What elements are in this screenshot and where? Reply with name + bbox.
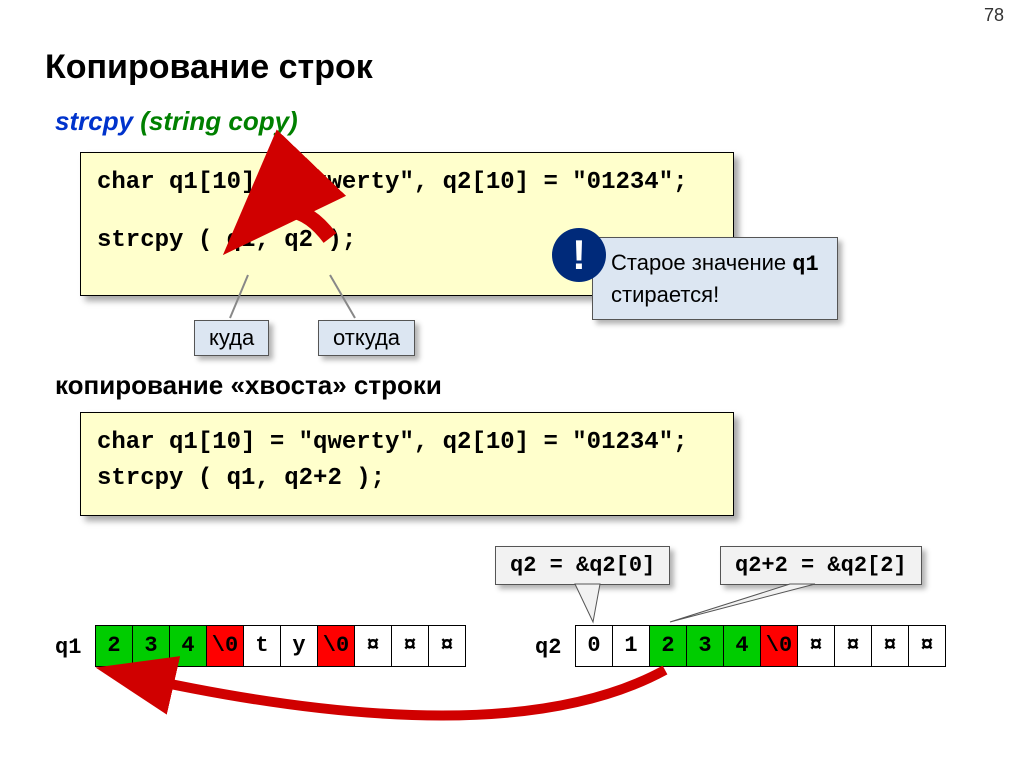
array-cell: ¤: [392, 626, 429, 666]
array-cell: t: [244, 626, 281, 666]
code-line: char q1[10] = "qwerty", q2[10] = "01234"…: [97, 425, 717, 461]
fn-comment: (string copy): [133, 106, 298, 136]
array-cell: \0: [207, 626, 244, 666]
callout-q2plus2: q2+2 = &q2[2]: [720, 546, 922, 585]
note-text: стирается!: [611, 282, 719, 307]
array-cell: ¤: [355, 626, 392, 666]
fn-name: strcpy: [55, 106, 133, 136]
array-cell: 4: [724, 626, 761, 666]
code-line: strcpy ( q1, q2+2 );: [97, 461, 717, 497]
array-cell: ¤: [798, 626, 835, 666]
array-cell: 0: [576, 626, 613, 666]
note-code: q1: [792, 252, 818, 277]
subtitle: strcpy (string copy): [55, 106, 298, 137]
exclamation-icon: !: [552, 228, 606, 282]
array-cell: 2: [650, 626, 687, 666]
label-otkuda: откуда: [318, 320, 415, 356]
array-cell: 2: [96, 626, 133, 666]
array-cell: ¤: [429, 626, 465, 666]
note-text: Старое значение: [611, 250, 792, 275]
array-cell: 3: [133, 626, 170, 666]
array-q2: 01234\0¤¤¤¤: [575, 625, 946, 667]
page-number: 78: [984, 5, 1004, 26]
array2-label: q2: [535, 635, 561, 660]
array-cell: 3: [687, 626, 724, 666]
code-line: char q1[10] = "qwerty", q2[10] = "01234"…: [97, 165, 717, 201]
array-q1: 234\0ty\0¤¤¤: [95, 625, 466, 667]
array-cell: \0: [761, 626, 798, 666]
array-cell: 1: [613, 626, 650, 666]
section-heading: копирование «хвоста» строки: [55, 370, 442, 401]
array-cell: 4: [170, 626, 207, 666]
callout-q2: q2 = &q2[0]: [495, 546, 670, 585]
array-cell: y: [281, 626, 318, 666]
array-cell: ¤: [872, 626, 909, 666]
page-title: Копирование строк: [45, 48, 373, 87]
array-cell: ¤: [909, 626, 945, 666]
note-box: Старое значение q1 стирается!: [592, 237, 838, 320]
array1-label: q1: [55, 635, 81, 660]
label-kuda: куда: [194, 320, 269, 356]
code-block-2: char q1[10] = "qwerty", q2[10] = "01234"…: [80, 412, 734, 516]
array-cell: \0: [318, 626, 355, 666]
array-cell: ¤: [835, 626, 872, 666]
